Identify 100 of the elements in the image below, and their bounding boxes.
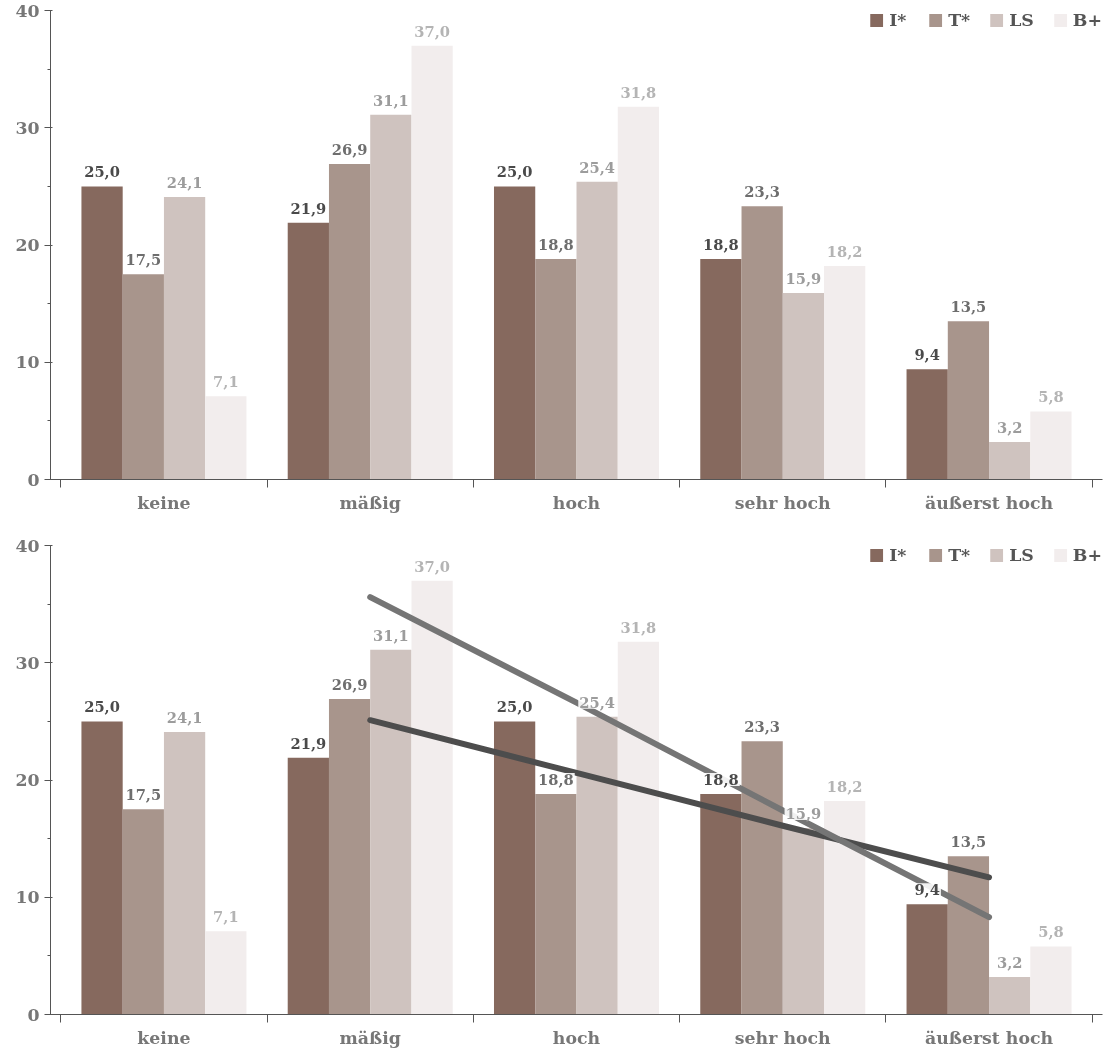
bar <box>824 801 866 1015</box>
bar <box>906 904 948 1015</box>
bar <box>576 181 618 480</box>
y-tick-label: 10 <box>15 887 40 908</box>
bar <box>163 196 206 480</box>
data-label: 18,8 <box>538 236 574 254</box>
data-label: 26,9 <box>331 141 368 159</box>
bar <box>741 206 783 480</box>
data-label: 37,0 <box>414 557 450 575</box>
legend-label: LS <box>1009 545 1034 565</box>
legend-label: B+ <box>1072 10 1102 30</box>
bar <box>906 369 948 480</box>
data-label: 5,8 <box>1038 923 1064 941</box>
data-label: 5,8 <box>1038 388 1064 406</box>
bar <box>81 186 123 480</box>
bar <box>535 259 577 480</box>
data-label: 13,5 <box>950 833 987 851</box>
data-label: 18,2 <box>826 243 863 261</box>
bar <box>782 828 825 1015</box>
x-tick-label: sehr hoch <box>734 1027 832 1048</box>
y-tick-label: 30 <box>15 117 40 138</box>
x-tick-label: keine <box>137 1027 191 1048</box>
data-label: 31,8 <box>620 618 657 636</box>
bar <box>700 259 742 480</box>
bar <box>824 266 866 480</box>
bar <box>576 716 618 1015</box>
data-label: 15,9 <box>785 805 822 823</box>
bar <box>741 741 783 1015</box>
bar <box>782 293 825 480</box>
data-label: 18,2 <box>826 778 863 796</box>
bar <box>287 757 329 1015</box>
bar <box>370 114 412 480</box>
bar <box>493 721 536 1015</box>
bar <box>989 976 1031 1015</box>
x-tick-label: hoch <box>552 1027 601 1048</box>
x-tick-label: hoch <box>552 492 601 513</box>
y-tick-label: 40 <box>15 0 40 21</box>
y-tick-label: 20 <box>15 770 40 790</box>
data-label: 18,8 <box>538 771 574 789</box>
bar <box>947 856 990 1015</box>
bar <box>700 794 742 1015</box>
data-label: 25,0 <box>84 698 120 716</box>
bar <box>205 396 247 480</box>
data-label: 13,5 <box>950 298 987 316</box>
data-label: 25,0 <box>496 698 533 716</box>
x-tick-label: äußerst hoch <box>924 1027 1054 1048</box>
data-label: 25,0 <box>496 163 533 181</box>
x-tick-label: mäßig <box>339 492 401 513</box>
y-tick-label: 0 <box>27 469 40 490</box>
bar <box>163 731 206 1015</box>
legend-label: B+ <box>1072 545 1102 565</box>
legend-label: I* <box>889 10 908 30</box>
y-tick-label: 30 <box>15 652 40 673</box>
data-label: 3,2 <box>996 953 1023 971</box>
data-label: 17,5 <box>125 786 162 804</box>
bar <box>947 321 990 480</box>
bar <box>493 186 536 480</box>
legend-label: LS <box>1009 10 1034 30</box>
bar <box>81 721 123 1015</box>
data-label: 25,0 <box>84 163 120 181</box>
data-label: 3,2 <box>996 418 1023 436</box>
data-label: 24,1 <box>166 173 203 191</box>
bar <box>370 649 412 1015</box>
bar <box>328 164 371 480</box>
bar <box>989 441 1031 480</box>
bar <box>617 106 660 480</box>
data-label: 31,1 <box>373 91 409 109</box>
bar <box>122 274 164 480</box>
data-label: 23,3 <box>744 718 780 736</box>
bar <box>1030 411 1072 480</box>
x-tick-label: keine <box>137 492 191 513</box>
x-tick-label: äußerst hoch <box>924 492 1054 513</box>
data-label: 7,1 <box>213 908 239 926</box>
x-tick-label: sehr hoch <box>734 492 832 513</box>
bar <box>411 45 453 480</box>
data-label: 31,1 <box>373 626 409 644</box>
legend-label: I* <box>889 545 908 565</box>
data-label: 7,1 <box>213 373 239 391</box>
y-tick-label: 10 <box>15 352 40 373</box>
data-label: 17,5 <box>125 251 162 269</box>
bar <box>535 794 577 1015</box>
data-label: 26,9 <box>331 676 368 694</box>
data-label: 21,9 <box>290 199 327 217</box>
y-tick-label: 20 <box>15 235 40 255</box>
data-label: 24,1 <box>166 708 203 726</box>
data-label: 15,9 <box>785 270 822 288</box>
bar <box>205 931 247 1015</box>
data-label: 23,3 <box>744 183 780 201</box>
data-label: 25,4 <box>579 158 615 176</box>
bar <box>1030 946 1072 1015</box>
bar <box>617 641 660 1015</box>
data-label: 31,8 <box>620 83 657 101</box>
bar <box>411 580 453 1015</box>
data-label: 9,4 <box>914 346 940 364</box>
legend-label: T* <box>948 10 971 30</box>
legend-label: T* <box>948 545 971 565</box>
data-label: 9,4 <box>914 881 940 899</box>
y-tick-label: 0 <box>27 1004 40 1025</box>
y-tick-label: 40 <box>15 535 40 556</box>
data-label: 37,0 <box>414 22 450 40</box>
